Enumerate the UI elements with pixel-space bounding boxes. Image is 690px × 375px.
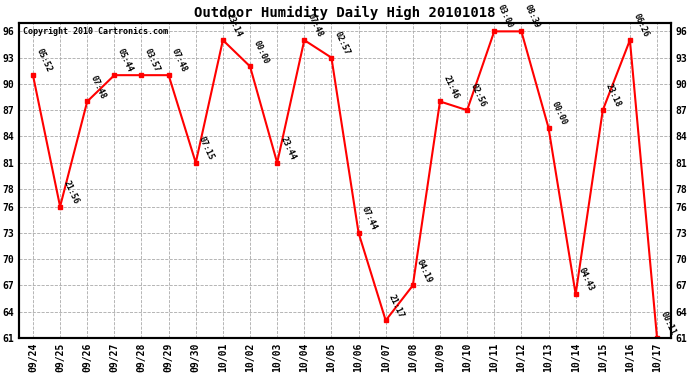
Text: 00:00: 00:00 [251,39,270,65]
Text: 05:52: 05:52 [34,47,53,74]
Text: 07:48: 07:48 [88,74,108,100]
Text: 03:00: 03:00 [495,3,514,30]
Text: 04:19: 04:19 [414,258,433,284]
Text: 23:18: 23:18 [604,82,623,109]
Text: Copyright 2010 Cartronics.com: Copyright 2010 Cartronics.com [23,27,168,36]
Text: 03:57: 03:57 [143,47,161,74]
Text: 07:15: 07:15 [197,135,216,161]
Title: Outdoor Humidity Daily High 20101018: Outdoor Humidity Daily High 20101018 [195,6,495,20]
Text: 06:26: 06:26 [631,12,650,39]
Text: 02:56: 02:56 [469,82,487,109]
Text: 05:44: 05:44 [116,47,135,74]
Text: 00:00: 00:00 [550,100,569,126]
Text: 21:17: 21:17 [387,292,406,319]
Text: 07:48: 07:48 [170,47,189,74]
Text: 08:39: 08:39 [523,3,542,30]
Text: 02:57: 02:57 [333,30,351,56]
Text: 00:11: 00:11 [658,310,677,337]
Text: 23:14: 23:14 [224,12,243,39]
Text: 07:48: 07:48 [306,12,324,39]
Text: 04:43: 04:43 [577,266,595,293]
Text: 21:56: 21:56 [61,179,80,205]
Text: 07:44: 07:44 [360,205,379,231]
Text: 21:46: 21:46 [442,74,460,100]
Text: 23:44: 23:44 [279,135,297,161]
